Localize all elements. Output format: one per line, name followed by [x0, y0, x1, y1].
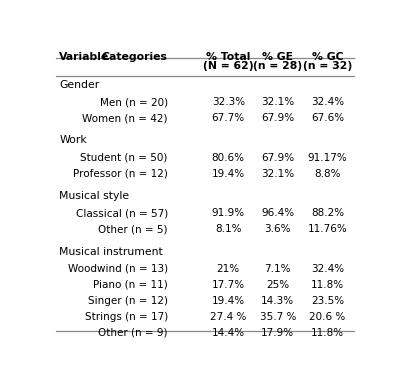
- Text: 35.7 %: 35.7 %: [260, 312, 296, 322]
- Text: 8.1%: 8.1%: [215, 224, 242, 234]
- Text: Categories: Categories: [102, 52, 168, 62]
- Text: % GE: % GE: [262, 52, 293, 62]
- Text: 19.4%: 19.4%: [212, 296, 245, 306]
- Text: 32.1%: 32.1%: [261, 97, 294, 107]
- Text: 8.8%: 8.8%: [314, 169, 341, 179]
- Text: 32.4%: 32.4%: [311, 264, 344, 274]
- Text: 88.2%: 88.2%: [311, 208, 344, 218]
- Text: (N = 62): (N = 62): [203, 61, 254, 71]
- Text: Piano (n = 11): Piano (n = 11): [93, 280, 168, 290]
- Text: 67.7%: 67.7%: [212, 113, 245, 123]
- Text: Men (n = 20): Men (n = 20): [100, 97, 168, 107]
- Text: Other (n = 9): Other (n = 9): [98, 328, 168, 338]
- Text: (n = 32): (n = 32): [303, 61, 352, 71]
- Text: 96.4%: 96.4%: [261, 208, 294, 218]
- Text: 80.6%: 80.6%: [212, 153, 245, 163]
- Text: % Total: % Total: [206, 52, 250, 62]
- Text: Professor (n = 12): Professor (n = 12): [73, 169, 168, 179]
- Text: (n = 28): (n = 28): [253, 61, 302, 71]
- Text: 17.7%: 17.7%: [212, 280, 245, 290]
- Text: Variable: Variable: [59, 52, 110, 62]
- Text: 32.4%: 32.4%: [311, 97, 344, 107]
- Text: Musical instrument: Musical instrument: [59, 247, 163, 257]
- Text: 23.5%: 23.5%: [311, 296, 344, 306]
- Text: 67.6%: 67.6%: [311, 113, 344, 123]
- Text: 7.1%: 7.1%: [265, 264, 291, 274]
- Text: % GC: % GC: [312, 52, 343, 62]
- Text: 91.17%: 91.17%: [308, 153, 347, 163]
- Text: Student (n = 50): Student (n = 50): [80, 153, 168, 163]
- Text: 11.76%: 11.76%: [308, 224, 347, 234]
- Text: 3.6%: 3.6%: [265, 224, 291, 234]
- Text: 67.9%: 67.9%: [261, 153, 294, 163]
- Text: Musical style: Musical style: [59, 191, 130, 201]
- Text: 32.1%: 32.1%: [261, 169, 294, 179]
- Text: 14.3%: 14.3%: [261, 296, 294, 306]
- Text: Gender: Gender: [59, 80, 100, 90]
- Text: 11.8%: 11.8%: [311, 280, 344, 290]
- Text: Classical (n = 57): Classical (n = 57): [76, 208, 168, 218]
- Text: 27.4 %: 27.4 %: [210, 312, 246, 322]
- Text: 21%: 21%: [217, 264, 240, 274]
- Text: 17.9%: 17.9%: [261, 328, 294, 338]
- Text: Women (n = 42): Women (n = 42): [82, 113, 168, 123]
- Text: Singer (n = 12): Singer (n = 12): [88, 296, 168, 306]
- Text: 11.8%: 11.8%: [311, 328, 344, 338]
- Text: Other (n = 5): Other (n = 5): [98, 224, 168, 234]
- Text: Work: Work: [59, 135, 87, 146]
- Text: 19.4%: 19.4%: [212, 169, 245, 179]
- Text: 67.9%: 67.9%: [261, 113, 294, 123]
- Text: 32.3%: 32.3%: [212, 97, 245, 107]
- Text: Strings (n = 17): Strings (n = 17): [84, 312, 168, 322]
- Text: Woodwind (n = 13): Woodwind (n = 13): [68, 264, 168, 274]
- Text: 14.4%: 14.4%: [212, 328, 245, 338]
- Text: 91.9%: 91.9%: [212, 208, 245, 218]
- Text: 20.6 %: 20.6 %: [309, 312, 346, 322]
- Text: 25%: 25%: [266, 280, 290, 290]
